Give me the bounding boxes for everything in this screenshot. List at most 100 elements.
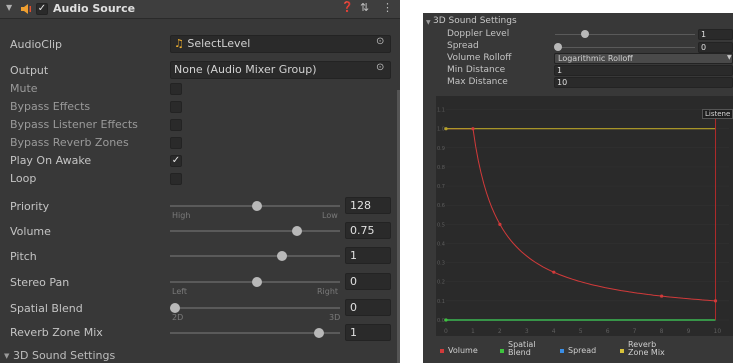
legend-volume-swatch — [440, 349, 444, 353]
reverb-zone-mix-value-field[interactable]: 1 — [345, 324, 391, 341]
x-tick-label: 4 — [552, 328, 556, 335]
legend-spatial-blend-label: Spatial Blend — [508, 340, 536, 357]
help-icon[interactable]: ❓ — [341, 2, 354, 13]
audioclip-label: AudioClip — [10, 38, 63, 51]
audio-clip-icon: ♫ — [174, 37, 184, 50]
rolloff-curve-chart[interactable]: 0.0 0.1 0.2 0.3 0.4 0.5 0.6 0.7 0.8 0.9 1.0 1.1 0 1 2 3… — [436, 96, 733, 336]
curve-key-marker — [444, 127, 448, 131]
legend-spatial-blend-swatch — [500, 349, 504, 353]
x-tick-label: 1 — [471, 328, 475, 335]
y-tick-label: 0.9 — [437, 146, 445, 152]
y-tick-label: 0.3 — [437, 261, 445, 267]
volume-rolloff-label: Volume Rolloff — [447, 53, 512, 63]
audioclip-value: SelectLevel — [187, 37, 251, 50]
priority-slider-knob[interactable] — [252, 201, 262, 211]
legend-reverb-zone-mix-swatch — [620, 349, 624, 353]
spread-label: Spread — [447, 41, 479, 51]
y-tick-label: 0.2 — [437, 280, 445, 286]
preset-icon[interactable]: ⇅ — [360, 1, 370, 14]
x-tick-label: 5 — [579, 328, 583, 335]
doppler-level-label: Doppler Level — [447, 29, 510, 39]
volume-slider-knob[interactable] — [292, 226, 302, 236]
listener-tag: Listene — [702, 109, 733, 119]
speaker-icon — [21, 4, 31, 14]
legend-volume-label: Volume — [448, 346, 478, 355]
dropdown-arrow-icon[interactable]: ▼ — [727, 54, 732, 61]
x-tick-label: 6 — [606, 328, 610, 335]
play-on-awake-checkbox[interactable]: ✓ — [170, 155, 182, 167]
component-enabled-checkbox[interactable]: ✓ — [36, 3, 48, 15]
stereo-pan-value-field[interactable]: 0 — [345, 273, 391, 290]
bypass-listener-effects-label: Bypass Listener Effects — [10, 118, 138, 131]
loop-checkbox[interactable] — [170, 173, 182, 185]
doppler-level-value-field[interactable]: 1 — [698, 29, 733, 40]
y-tick-label: 0.0 — [437, 318, 445, 324]
pitch-value-field[interactable]: 1 — [345, 247, 391, 264]
min-distance-field[interactable]: 1 — [554, 65, 733, 76]
curve-key-marker — [660, 294, 664, 298]
3d-sound-settings-foldout[interactable]: 3D Sound Settings — [13, 349, 116, 362]
section-foldout-arrow-icon[interactable]: ▼ — [426, 19, 431, 26]
volume-rolloff-dropdown[interactable]: Logarithmic Rolloff — [554, 53, 733, 64]
y-tick-label: 0.4 — [437, 241, 445, 247]
x-tick-label: 0 — [444, 328, 448, 335]
priority-max-label: Low — [322, 211, 338, 220]
series-volume — [446, 128, 716, 302]
legend-spread-label: Spread — [568, 346, 597, 355]
output-field[interactable]: None (Audio Mixer Group) — [170, 61, 391, 79]
pitch-label: Pitch — [10, 250, 37, 263]
bypass-effects-checkbox[interactable] — [170, 101, 182, 113]
spatial-blend-slider-track[interactable] — [170, 307, 340, 309]
spatial-blend-value-field[interactable]: 0 — [345, 299, 391, 316]
listener-tag-text: Listene — [705, 110, 731, 118]
reverb-zone-mix-slider-knob[interactable] — [314, 328, 324, 338]
y-tick-label: 0.1 — [437, 299, 445, 305]
spread-slider-knob[interactable] — [554, 43, 562, 51]
rolloff-chart-area[interactable]: 0.0 0.1 0.2 0.3 0.4 0.5 0.6 0.7 0.8 0.9 1.0 1.1 0 1 2 3… — [436, 96, 733, 336]
x-tick-label: 9 — [687, 328, 691, 335]
spatial-blend-max-label: 3D — [329, 313, 341, 322]
audioclip-field[interactable]: ♫ SelectLevel — [170, 35, 391, 53]
bypass-listener-effects-checkbox[interactable] — [170, 119, 182, 131]
spatial-blend-label: Spatial Blend — [10, 302, 83, 315]
spatial-blend-slider-knob[interactable] — [170, 303, 180, 313]
3d-settings-foldout-arrow-icon[interactable]: ▼ — [4, 352, 10, 360]
volume-value-field[interactable]: 0.75 — [345, 222, 391, 239]
x-tick-label: 8 — [660, 328, 664, 335]
volume-label: Volume — [10, 225, 51, 238]
inspector-scrollbar[interactable] — [397, 90, 400, 363]
audioclip-picker-icon[interactable]: ⊙ — [376, 36, 385, 47]
x-tick-label: 2 — [498, 328, 502, 335]
spread-slider-track[interactable] — [555, 47, 695, 48]
curve-key-marker — [471, 127, 475, 131]
priority-label: Priority — [10, 200, 50, 213]
mute-checkbox[interactable] — [170, 83, 182, 95]
more-options-icon[interactable]: ⋮ — [382, 1, 393, 14]
volume-slider-track[interactable] — [170, 230, 340, 232]
stereo-pan-label: Stereo Pan — [10, 276, 70, 289]
x-tick-label: 10 — [714, 328, 722, 335]
doppler-level-slider-track[interactable] — [555, 34, 695, 35]
loop-label: Loop — [10, 172, 37, 185]
pitch-slider-knob[interactable] — [277, 251, 287, 261]
y-tick-label: 1.0 — [437, 127, 445, 133]
priority-value-field[interactable]: 128 — [345, 197, 391, 214]
bypass-reverb-zones-checkbox[interactable] — [170, 137, 182, 149]
output-picker-icon[interactable]: ⊙ — [376, 62, 385, 73]
legend-spread-swatch — [560, 349, 564, 353]
component-header[interactable]: ▼ ✓ Audio Source ❓ ⇅ ⋮ — [0, 0, 400, 19]
x-tick-label: 3 — [525, 328, 529, 335]
curve-key-marker — [444, 318, 448, 322]
max-distance-field[interactable]: 10 — [554, 77, 733, 88]
pitch-slider-track[interactable] — [170, 255, 340, 257]
y-tick-label: 0.5 — [437, 222, 445, 228]
spread-value-field[interactable]: 0 — [698, 42, 733, 53]
section-title[interactable]: 3D Sound Settings — [433, 16, 517, 26]
foldout-arrow-icon[interactable]: ▼ — [6, 3, 13, 12]
reverb-zone-mix-slider-track[interactable] — [170, 332, 340, 334]
min-distance-label: Min Distance — [447, 65, 506, 75]
stereo-pan-slider-knob[interactable] — [252, 277, 262, 287]
doppler-level-slider-knob[interactable] — [581, 30, 589, 38]
bypass-reverb-zones-label: Bypass Reverb Zones — [10, 136, 129, 149]
curve-key-marker — [552, 270, 556, 274]
